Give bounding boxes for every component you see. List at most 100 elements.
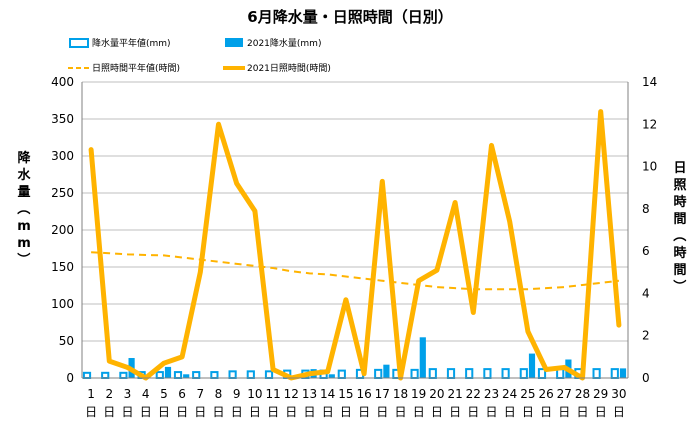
y-tick-right-12: 12 <box>642 117 657 131</box>
x-tick-28: 28 <box>575 387 590 401</box>
legend-swatch-1 <box>225 38 243 47</box>
bar-rain-2021-17 <box>383 364 390 378</box>
x-tick-4: 4 <box>142 387 150 401</box>
y-label-left-char-2: 量 <box>17 185 30 200</box>
y-tick-right-0: 0 <box>642 371 650 385</box>
x-tick-unit-18: 日 <box>394 405 406 419</box>
x-tick-unit-12: 日 <box>285 405 297 419</box>
bar-rain-normal-7 <box>192 371 201 379</box>
x-tick-10: 10 <box>247 387 262 401</box>
x-ticks: 1日2日3日4日5日6日7日8日9日10日11日12日13日14日15日16日1… <box>85 387 626 419</box>
x-tick-unit-28: 日 <box>576 405 588 419</box>
y-label-left-char-0: 降 <box>17 150 31 166</box>
bar-rain-2021-14 <box>328 374 335 378</box>
x-tick-3: 3 <box>124 387 132 401</box>
y-label-left-char-6: ） <box>15 252 31 265</box>
bar-rain-normal-9 <box>228 370 237 379</box>
bar-rain-normal-22 <box>465 368 474 379</box>
x-tick-unit-9: 日 <box>231 405 243 419</box>
x-tick-unit-25: 日 <box>522 405 534 419</box>
y-tick-right-10: 10 <box>642 160 657 174</box>
x-tick-unit-26: 日 <box>540 405 552 419</box>
y-tick-left-50: 50 <box>59 334 74 348</box>
bar-rain-normal-20 <box>428 368 437 379</box>
bar-rain-normal-17 <box>374 368 383 379</box>
x-tick-unit-7: 日 <box>194 405 206 419</box>
bar-rain-normal-21 <box>446 368 456 379</box>
x-tick-unit-14: 日 <box>322 405 334 419</box>
x-tick-11: 11 <box>265 387 280 401</box>
x-tick-24: 24 <box>502 387 517 401</box>
x-tick-17: 17 <box>375 387 390 401</box>
x-tick-unit-24: 日 <box>504 405 516 419</box>
x-tick-22: 22 <box>466 387 481 401</box>
x-tick-unit-1: 日 <box>85 405 97 419</box>
line-sunshine-2021 <box>88 109 622 381</box>
y-label-right-char-4: （ <box>671 228 687 241</box>
bar-rain-normal-8 <box>210 371 219 379</box>
x-tick-unit-21: 日 <box>449 405 461 419</box>
bar-rain-normal-1 <box>82 371 92 380</box>
y-tick-left-200: 200 <box>51 223 74 237</box>
bar-rain-normal-19 <box>410 368 419 379</box>
x-tick-unit-15: 日 <box>340 405 352 419</box>
x-tick-unit-17: 日 <box>376 405 388 419</box>
y-label-left-char-4: m <box>17 219 31 234</box>
y-label-left-char-5: m <box>17 236 31 251</box>
axes <box>81 82 629 379</box>
x-tick-unit-11: 日 <box>267 405 279 419</box>
x-tick-6: 6 <box>178 387 186 401</box>
y-label-right-char-5: 時 <box>673 245 686 261</box>
x-tick-29: 29 <box>593 387 608 401</box>
y-tick-left-300: 300 <box>51 149 74 163</box>
x-tick-27: 27 <box>557 387 572 401</box>
y-label-left-char-1: 水 <box>17 167 31 183</box>
y-tick-right-14: 14 <box>642 75 657 89</box>
y-label-right-char-2: 時 <box>673 194 686 210</box>
bar-rain-normal-30 <box>610 368 619 379</box>
x-tick-30: 30 <box>611 387 626 401</box>
x-tick-unit-16: 日 <box>358 405 370 419</box>
x-tick-21: 21 <box>447 387 462 401</box>
y-label-right-char-6: 間 <box>673 263 686 278</box>
x-tick-2: 2 <box>105 387 113 401</box>
bar-rain-2021-30 <box>619 368 627 378</box>
x-tick-unit-5: 日 <box>158 405 170 419</box>
x-tick-13: 13 <box>302 387 317 401</box>
bar-rain-normal-3 <box>119 371 128 380</box>
bar-rain-normal-15 <box>337 369 346 380</box>
y-tick-right-2: 2 <box>642 329 650 343</box>
x-tick-unit-10: 日 <box>249 405 261 419</box>
y-tick-left-150: 150 <box>51 260 74 274</box>
legend: 降水量平年値(mm) 2021降水量(mm) 日照時間平年値(時間) 2021日照時間… <box>68 37 331 74</box>
y-axis-label-left: 降水量（mm） <box>15 150 31 266</box>
legend-swatch-0 <box>69 38 89 48</box>
bar-rain-2021-19 <box>419 337 426 378</box>
y-tick-left-0: 0 <box>66 371 74 385</box>
x-tick-unit-22: 日 <box>467 405 479 419</box>
bar-rain-2021-6 <box>183 374 190 378</box>
y-label-right-char-7: ） <box>671 279 687 292</box>
y-tick-left-100: 100 <box>51 297 74 311</box>
x-tick-9: 9 <box>233 387 241 401</box>
bar-rain-normal-29 <box>592 368 601 379</box>
x-tick-8: 8 <box>215 387 223 401</box>
y-tick-right-8: 8 <box>642 202 650 216</box>
x-tick-unit-23: 日 <box>485 405 497 419</box>
y-tick-left-350: 350 <box>51 112 74 126</box>
chart-title: 6月降水量・日照時間（日別） <box>247 8 452 26</box>
y-label-left-char-3: （ <box>15 201 31 214</box>
y-axis-label-right: 日照時間（時間） <box>671 161 687 293</box>
x-tick-unit-8: 日 <box>212 405 224 419</box>
x-tick-14: 14 <box>320 387 335 401</box>
x-tick-18: 18 <box>393 387 408 401</box>
y-ticks-left: 0 50 100 150 200 250 300 350 400 <box>51 75 74 385</box>
bar-rain-normal-2 <box>101 371 110 380</box>
x-tick-unit-2: 日 <box>103 405 115 419</box>
y-tick-left-400: 400 <box>51 75 74 89</box>
x-tick-19: 19 <box>411 387 426 401</box>
x-tick-16: 16 <box>356 387 371 401</box>
bar-rain-normal-5 <box>155 371 164 379</box>
x-tick-unit-13: 日 <box>303 405 315 419</box>
